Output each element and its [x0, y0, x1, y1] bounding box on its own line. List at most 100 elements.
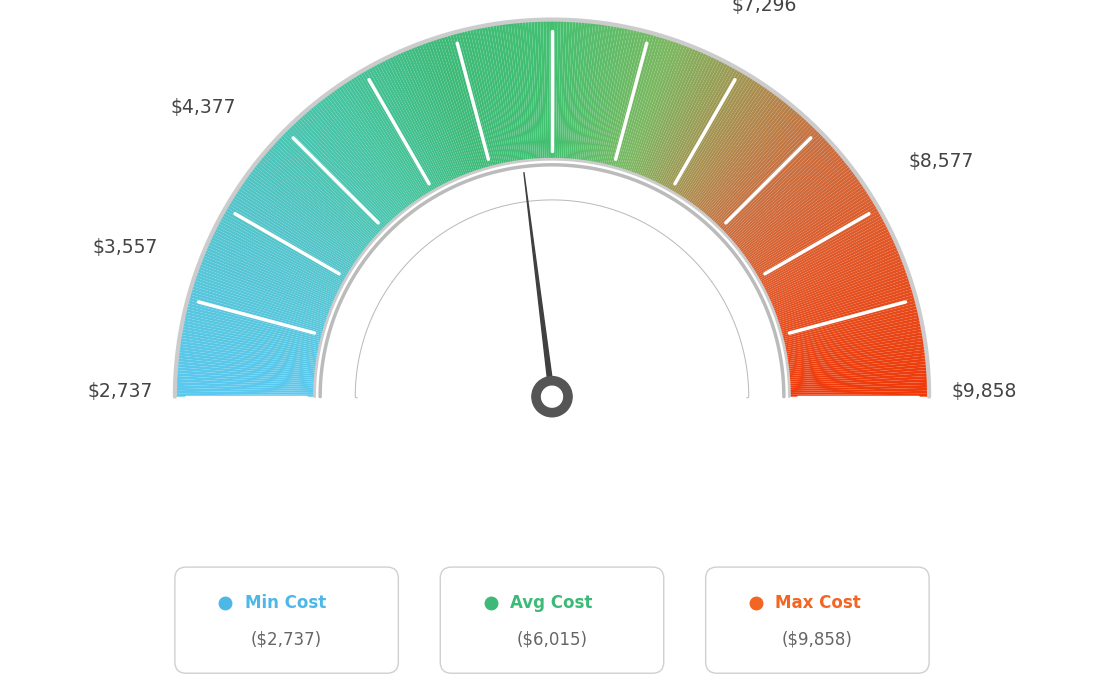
Wedge shape	[615, 33, 655, 168]
Wedge shape	[550, 165, 552, 201]
Wedge shape	[530, 166, 535, 202]
Wedge shape	[637, 188, 654, 221]
Wedge shape	[662, 205, 683, 236]
Wedge shape	[325, 351, 360, 360]
Wedge shape	[208, 241, 336, 301]
Polygon shape	[357, 201, 747, 397]
Wedge shape	[573, 166, 580, 202]
Wedge shape	[341, 298, 375, 315]
Wedge shape	[703, 106, 795, 215]
Wedge shape	[743, 348, 779, 357]
Wedge shape	[694, 95, 781, 208]
Wedge shape	[507, 169, 516, 205]
Wedge shape	[736, 320, 772, 333]
Wedge shape	[710, 116, 806, 221]
Wedge shape	[786, 335, 924, 359]
Wedge shape	[704, 108, 797, 216]
Wedge shape	[336, 311, 370, 326]
Wedge shape	[581, 168, 588, 204]
Wedge shape	[716, 271, 747, 292]
Wedge shape	[457, 185, 473, 219]
Wedge shape	[699, 244, 728, 268]
Wedge shape	[460, 183, 476, 217]
Wedge shape	[486, 174, 498, 209]
Wedge shape	[181, 323, 319, 352]
Wedge shape	[783, 308, 920, 343]
Wedge shape	[399, 221, 424, 250]
Wedge shape	[713, 120, 810, 224]
Wedge shape	[696, 97, 783, 209]
Wedge shape	[400, 50, 458, 179]
Wedge shape	[693, 237, 721, 263]
Wedge shape	[737, 161, 848, 250]
Wedge shape	[294, 120, 391, 224]
Wedge shape	[567, 166, 572, 202]
Wedge shape	[358, 72, 432, 193]
Wedge shape	[634, 186, 650, 219]
Text: $8,577: $8,577	[909, 152, 974, 171]
Wedge shape	[336, 313, 370, 328]
Wedge shape	[229, 199, 350, 274]
Wedge shape	[394, 53, 454, 181]
Wedge shape	[617, 178, 630, 213]
Wedge shape	[665, 65, 734, 188]
Wedge shape	[429, 199, 449, 230]
Wedge shape	[659, 203, 681, 234]
Wedge shape	[176, 376, 315, 386]
Wedge shape	[753, 197, 873, 273]
Wedge shape	[655, 57, 718, 184]
Wedge shape	[531, 20, 541, 159]
Wedge shape	[320, 384, 357, 388]
Wedge shape	[699, 101, 788, 211]
Wedge shape	[305, 110, 397, 217]
Wedge shape	[789, 376, 928, 386]
Wedge shape	[396, 224, 422, 252]
Wedge shape	[714, 268, 746, 289]
Wedge shape	[413, 210, 436, 240]
Text: ($2,737): ($2,737)	[251, 631, 322, 649]
Wedge shape	[534, 166, 538, 201]
Wedge shape	[678, 77, 754, 196]
Wedge shape	[321, 373, 358, 378]
Wedge shape	[224, 207, 347, 279]
Wedge shape	[332, 322, 367, 335]
Wedge shape	[634, 43, 686, 175]
Wedge shape	[240, 182, 357, 263]
Wedge shape	[690, 233, 718, 259]
Wedge shape	[641, 47, 697, 177]
FancyBboxPatch shape	[440, 567, 664, 673]
Wedge shape	[320, 388, 357, 391]
Wedge shape	[739, 327, 774, 339]
Wedge shape	[518, 167, 524, 204]
Wedge shape	[272, 143, 376, 238]
Wedge shape	[789, 373, 928, 384]
Wedge shape	[590, 24, 614, 162]
Wedge shape	[772, 253, 902, 308]
Wedge shape	[210, 236, 337, 297]
Wedge shape	[718, 274, 750, 295]
Wedge shape	[599, 172, 609, 207]
Wedge shape	[668, 210, 691, 240]
Wedge shape	[496, 23, 519, 162]
Wedge shape	[639, 46, 693, 177]
Wedge shape	[219, 217, 343, 286]
Wedge shape	[348, 78, 425, 197]
Wedge shape	[339, 304, 372, 320]
Wedge shape	[214, 226, 340, 290]
Wedge shape	[336, 86, 417, 202]
Wedge shape	[320, 391, 357, 393]
Wedge shape	[787, 349, 926, 368]
Wedge shape	[584, 168, 592, 204]
Wedge shape	[341, 299, 374, 316]
Wedge shape	[624, 37, 669, 171]
Wedge shape	[202, 253, 332, 308]
Wedge shape	[747, 182, 864, 263]
Wedge shape	[322, 362, 359, 369]
Wedge shape	[381, 59, 446, 185]
Wedge shape	[275, 139, 379, 235]
Wedge shape	[786, 332, 924, 357]
Wedge shape	[707, 255, 736, 278]
Wedge shape	[572, 166, 577, 202]
Wedge shape	[328, 334, 364, 345]
Wedge shape	[402, 219, 426, 248]
